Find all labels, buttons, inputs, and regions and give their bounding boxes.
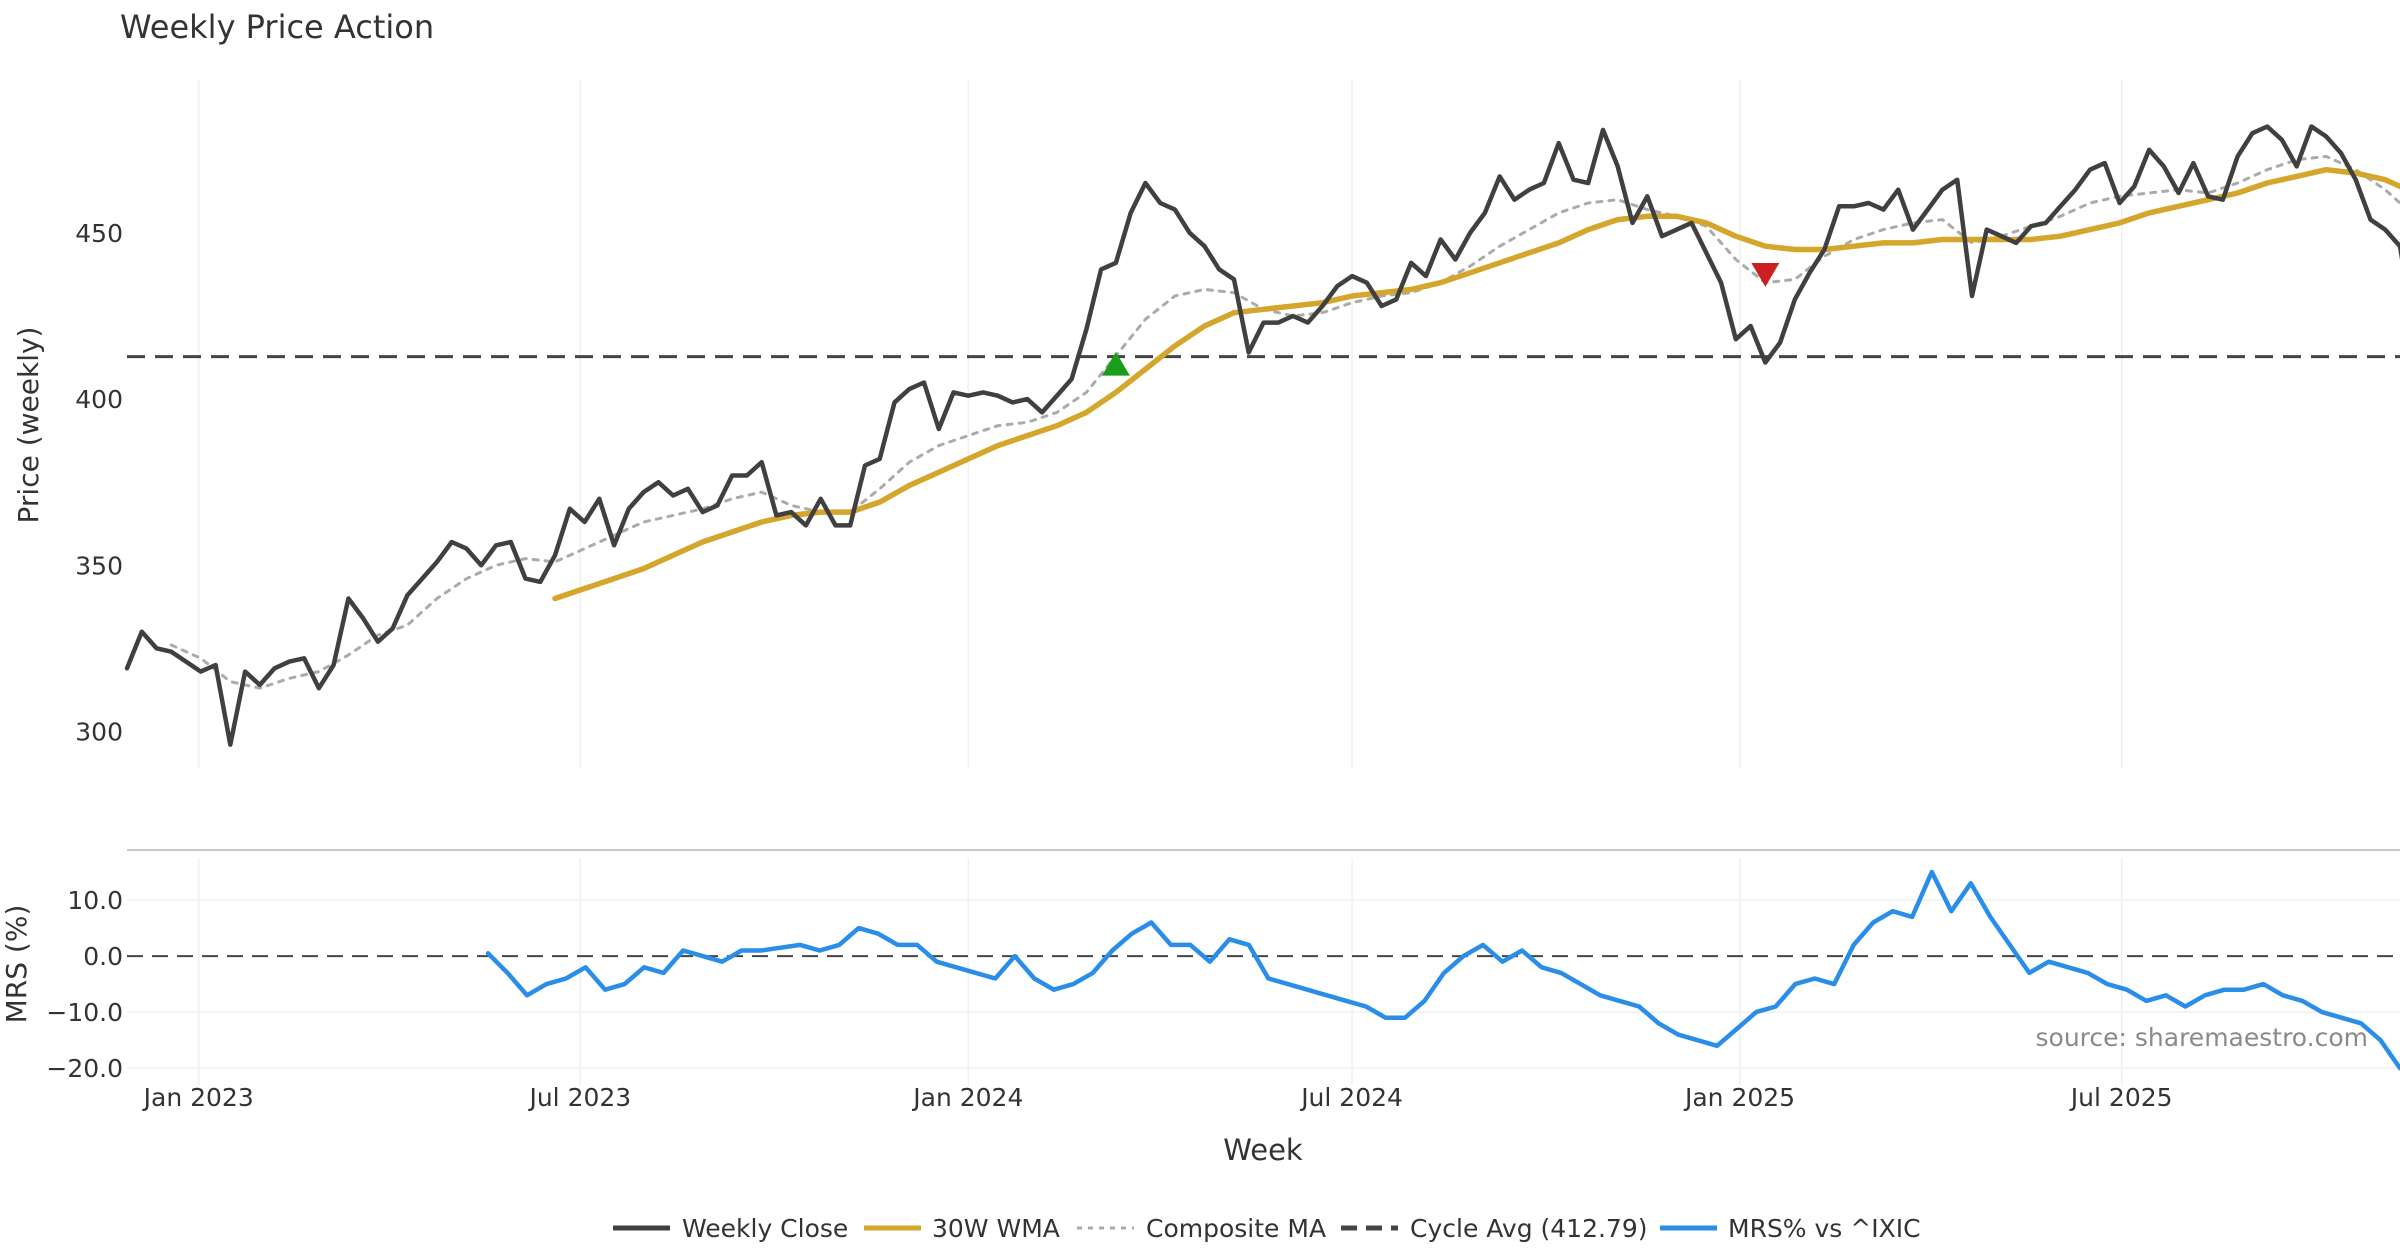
price-panel-grid — [197, 80, 2123, 768]
price-y-tick-labels: 300 350 400 450 — [75, 219, 123, 747]
legend-entry-cycle-avg-412-79: Cycle Avg (412.79) — [1341, 1214, 1648, 1243]
price-y-axis-label: Price (weekly) — [12, 327, 45, 524]
series-weekly-close — [124, 124, 2400, 747]
legend-entry-weekly-close: Weekly Close — [613, 1214, 848, 1243]
mrs-y-tick-labels: 10.0 0.0 −10.0 −20.0 — [46, 886, 123, 1083]
legend-label: Composite MA — [1146, 1214, 1326, 1243]
sell-signal-marker — [1751, 262, 1780, 287]
legend-entry-30w-wma: 30W WMA — [864, 1214, 1060, 1243]
x-tick-labels: Jan 2023 Jul 2023 Jan 2024 Jul 2024 Jan 2025… — [142, 1083, 2173, 1112]
price-y-tick-300: 300 — [75, 717, 123, 746]
x-axis-label: Week — [1223, 1133, 1303, 1167]
price-y-tick-400: 400 — [75, 385, 123, 414]
x-tick-jan-2025: Jan 2025 — [1683, 1083, 1795, 1112]
mrs-y-tick-0-0: 0.0 — [83, 942, 123, 971]
x-tick-jul-2024: Jul 2024 — [1299, 1083, 1403, 1112]
mrs-series-group — [485, 869, 2400, 1071]
legend: Weekly Close 30W WMA Composite MA Cycle Avg… — [613, 1214, 1921, 1243]
legend-label: 30W WMA — [932, 1214, 1060, 1243]
price-y-tick-450: 450 — [75, 219, 123, 248]
x-tick-jul-2025: Jul 2025 — [2069, 1083, 2173, 1112]
series-mrs-vs-ixic — [485, 869, 2400, 1071]
source-note: source: sharemaestro.com — [2036, 1023, 2369, 1052]
legend-entry-composite-ma: Composite MA — [1077, 1214, 1326, 1243]
x-tick-jan-2024: Jan 2024 — [911, 1083, 1023, 1112]
legend-label: Cycle Avg (412.79) — [1410, 1214, 1648, 1243]
price-series-group — [124, 124, 2400, 747]
series-30w-wma — [552, 166, 2400, 602]
mrs-y-axis-label: MRS (%) — [0, 905, 33, 1024]
x-tick-jul-2023: Jul 2023 — [527, 1083, 631, 1112]
price-y-tick-350: 350 — [75, 551, 123, 580]
legend-label: MRS% vs ^IXIC — [1728, 1214, 1921, 1243]
x-tick-jan-2023: Jan 2023 — [142, 1083, 254, 1112]
mrs-y-tick-20-0: −20.0 — [46, 1054, 123, 1083]
mrs-y-tick-10-0: −10.0 — [46, 998, 123, 1027]
chart-title: Weekly Price Action — [120, 8, 434, 46]
mrs-y-tick-10-0: 10.0 — [67, 886, 123, 915]
signal-markers — [1101, 262, 1780, 376]
buy-signal-marker — [1101, 351, 1130, 376]
legend-entry-mrs-vs-ixic: MRS% vs ^IXIC — [1660, 1214, 1921, 1243]
mrs-panel-grid — [127, 858, 2400, 1085]
legend-label: Weekly Close — [682, 1214, 848, 1243]
